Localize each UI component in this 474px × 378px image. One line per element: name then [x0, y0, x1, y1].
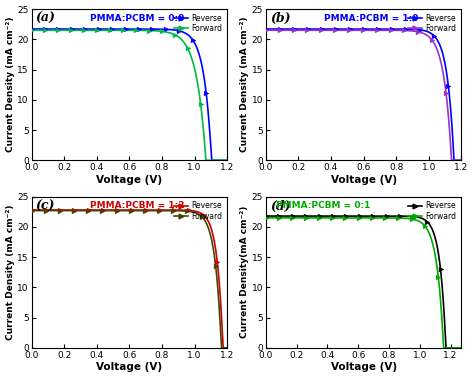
- Text: PMMA:PCBM = 0:0: PMMA:PCBM = 0:0: [90, 14, 184, 23]
- Y-axis label: Current Density (mA cm⁻²): Current Density (mA cm⁻²): [6, 204, 15, 340]
- Text: (b): (b): [270, 12, 290, 25]
- Text: (d): (d): [270, 200, 290, 213]
- Legend: Reverse, Forward: Reverse, Forward: [405, 11, 460, 36]
- X-axis label: Voltage (V): Voltage (V): [96, 175, 163, 185]
- Text: (c): (c): [36, 200, 55, 213]
- X-axis label: Voltage (V): Voltage (V): [330, 175, 397, 185]
- Y-axis label: Current Density (mA cm⁻²): Current Density (mA cm⁻²): [6, 17, 15, 152]
- Text: PMMA:PCBM = 0:1: PMMA:PCBM = 0:1: [275, 201, 370, 210]
- Legend: Reverse, Forward: Reverse, Forward: [171, 198, 226, 224]
- Y-axis label: Current Density (mA cm⁻²): Current Density (mA cm⁻²): [240, 17, 249, 152]
- X-axis label: Voltage (V): Voltage (V): [330, 363, 397, 372]
- Legend: Reverse, Forward: Reverse, Forward: [405, 198, 460, 224]
- X-axis label: Voltage (V): Voltage (V): [96, 363, 163, 372]
- Y-axis label: Current Density(mA cm⁻²): Current Density(mA cm⁻²): [240, 206, 249, 338]
- Legend: Reverse, Forward: Reverse, Forward: [171, 11, 226, 36]
- Text: (a): (a): [36, 12, 55, 25]
- Text: PMMA:PCBM = 1:0: PMMA:PCBM = 1:0: [325, 14, 419, 23]
- Text: PMMA:PCBM = 1:2: PMMA:PCBM = 1:2: [90, 201, 185, 210]
